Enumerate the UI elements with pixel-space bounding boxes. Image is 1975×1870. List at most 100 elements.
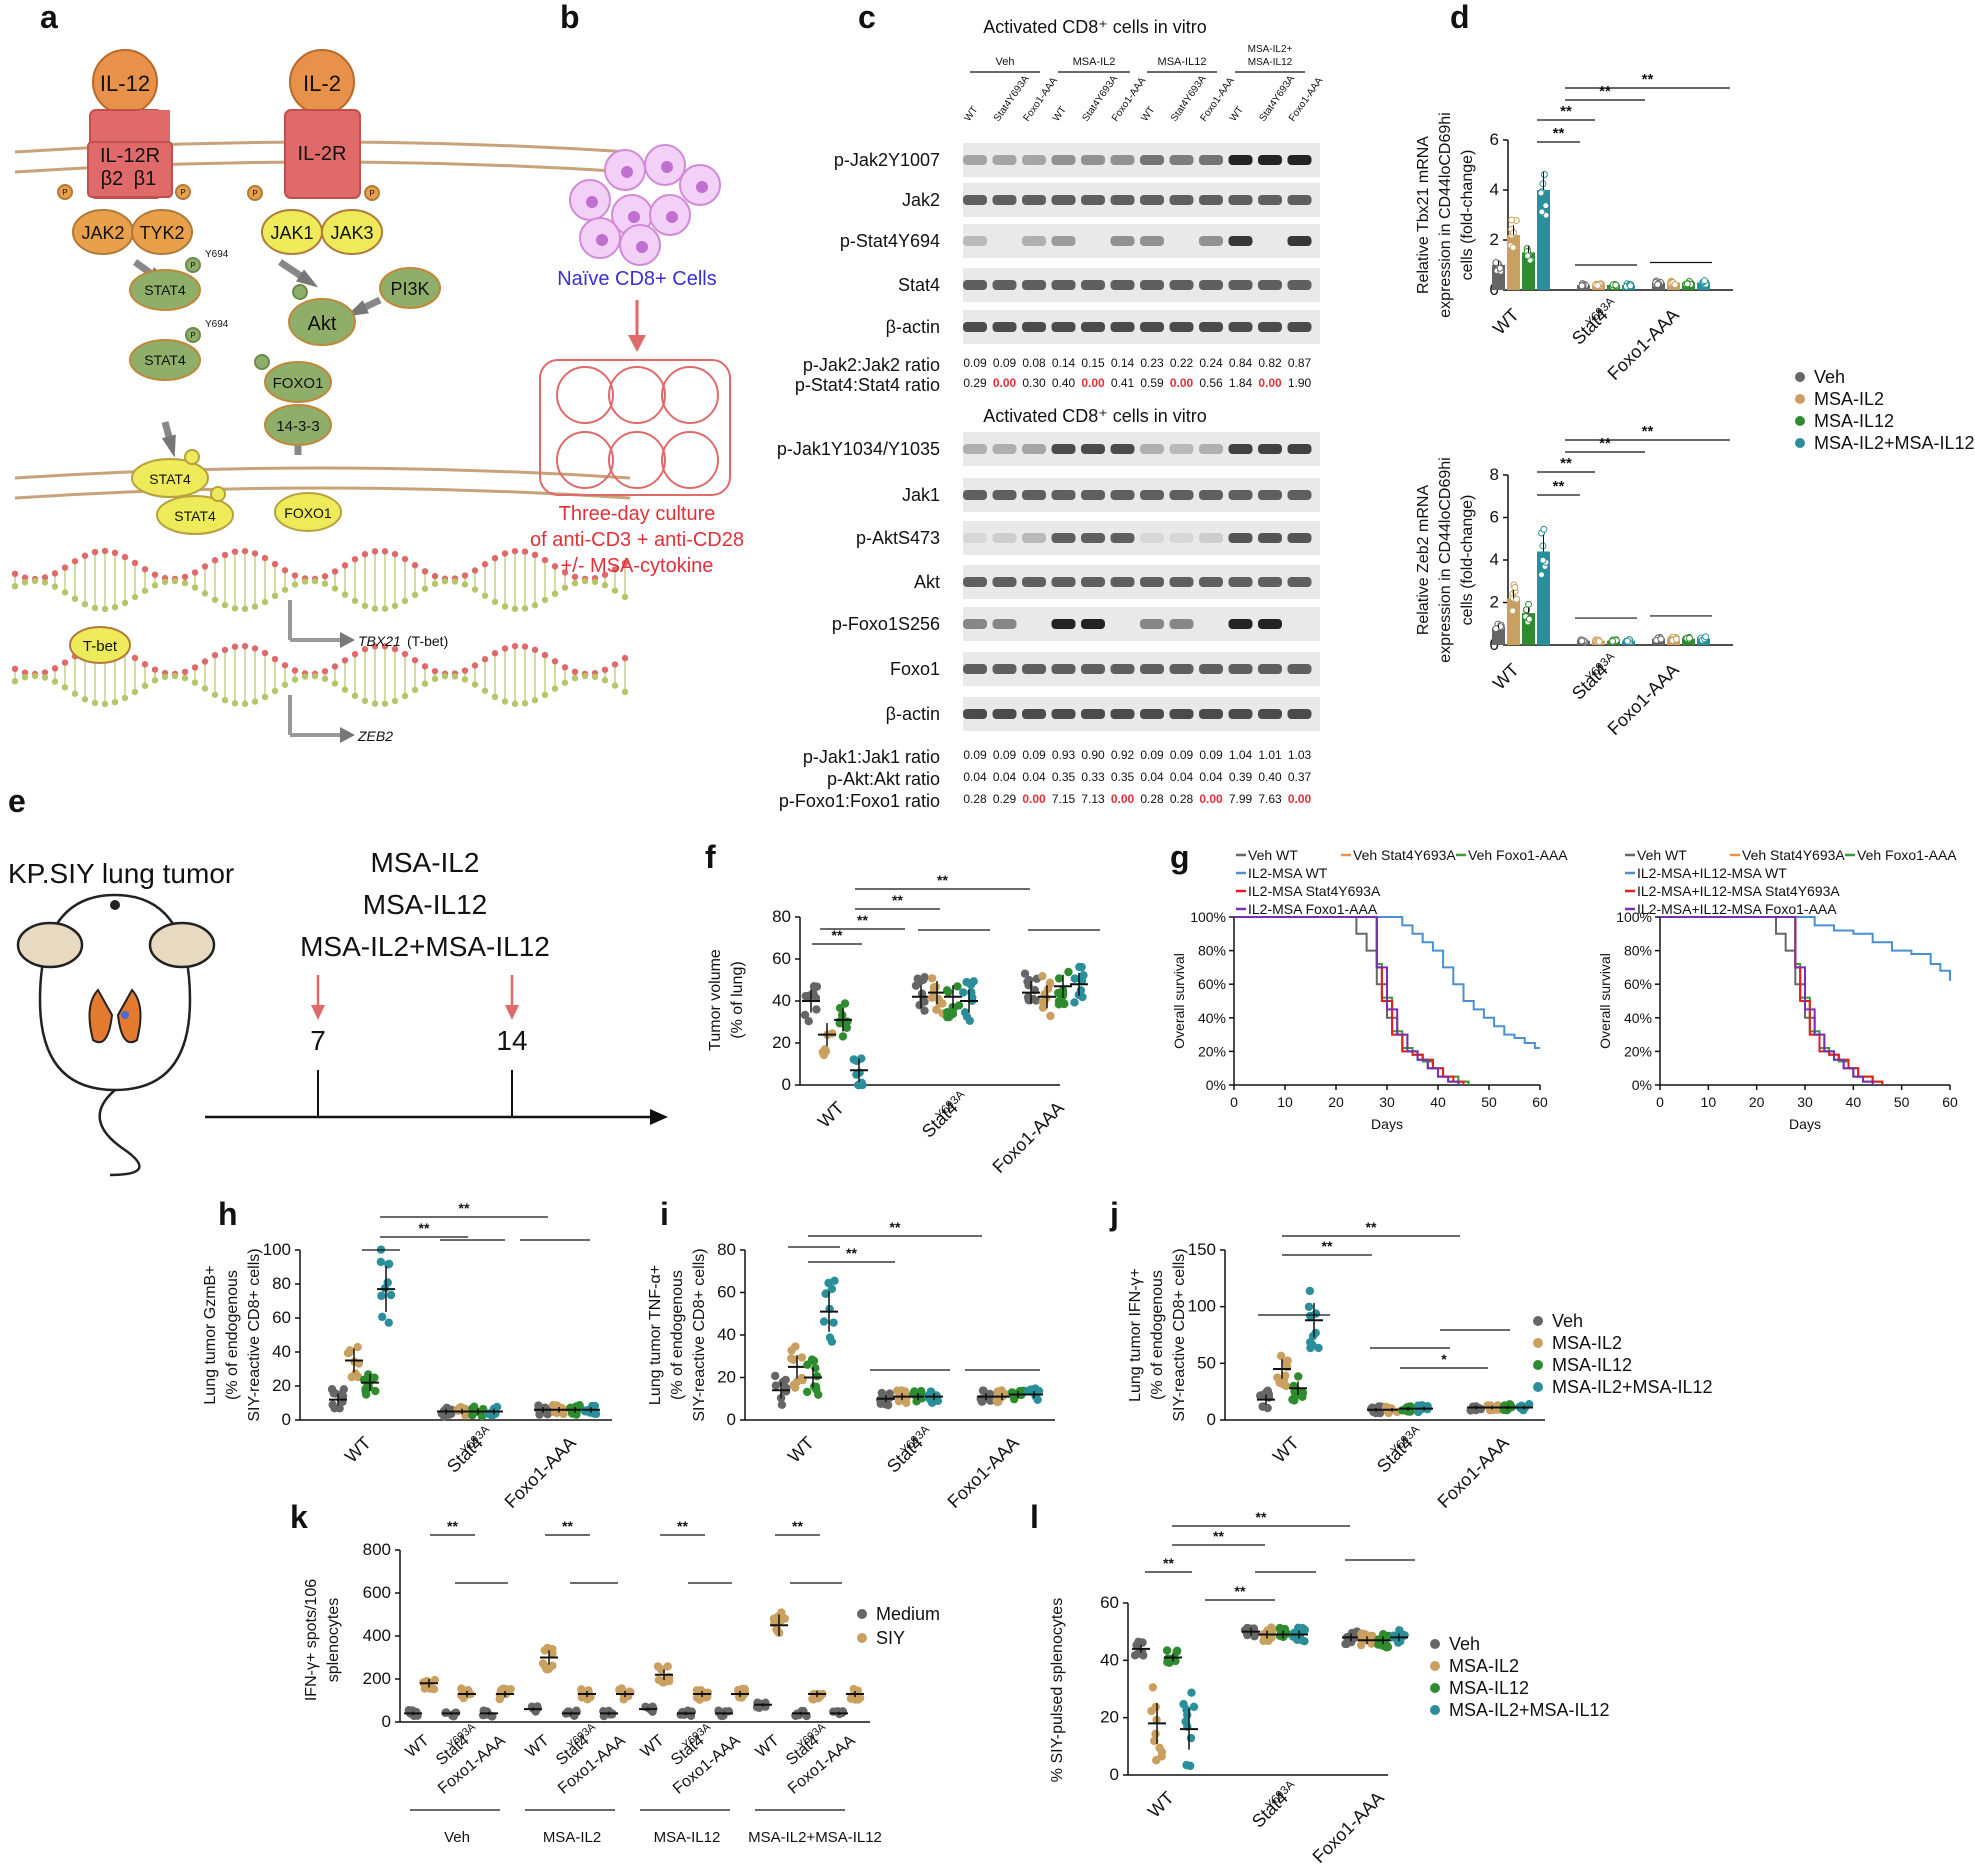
band [1081, 490, 1105, 500]
dna-bead [21, 669, 29, 676]
dna-bead [481, 687, 489, 694]
ratio-value: 0.30 [1022, 376, 1046, 390]
dna-bead [221, 601, 229, 609]
y-tick-label: 60 [1100, 1593, 1119, 1612]
dna-bead [241, 547, 249, 555]
band [1051, 280, 1076, 290]
ratio-value: 0.09 [993, 748, 1017, 762]
data-point [361, 1387, 370, 1396]
stat4-node [129, 269, 201, 311]
band [1258, 195, 1282, 205]
dna-bead [521, 548, 529, 555]
blot-title-1: Activated CD8⁺ cells in vitro [983, 17, 1207, 37]
data-point [1060, 999, 1069, 1009]
dna-bead [401, 650, 409, 658]
group-label: MSA-IL12 [1158, 56, 1207, 68]
series-group [1240, 1623, 1260, 1641]
dna-bead [391, 645, 399, 653]
data-point [1038, 971, 1047, 981]
group-label: MSA-IL2+ [1248, 44, 1293, 55]
dna-bead [81, 601, 89, 608]
ratio-value: 0.00 [1199, 792, 1223, 806]
dna-bead [41, 579, 49, 586]
band [1051, 490, 1076, 500]
y-tick-label: 100 [1188, 1297, 1216, 1316]
data-point [339, 1385, 349, 1394]
dna-bead [391, 697, 399, 705]
data-point [1311, 1328, 1320, 1338]
dna-bead [331, 680, 339, 687]
il2r-body [284, 109, 361, 199]
data-point [1626, 282, 1634, 290]
group-label: Veh [996, 56, 1015, 68]
dna-bead [281, 681, 289, 688]
x-category-label: Foxo1-AAA [1604, 660, 1683, 739]
y-tick-label: 40% [1198, 1010, 1226, 1026]
band [992, 280, 1017, 290]
dna-bead [141, 682, 149, 689]
series-group [1020, 969, 1042, 1005]
band [1081, 664, 1105, 674]
data-point [1542, 202, 1550, 210]
data-point [1290, 1387, 1299, 1396]
data-point [1186, 1733, 1196, 1743]
data-point [944, 987, 953, 997]
data-point [1540, 170, 1548, 178]
dna-bead [41, 674, 49, 681]
dna-bead [221, 551, 229, 559]
dna-bead [131, 593, 139, 601]
band [1051, 533, 1076, 543]
dna-bead [221, 696, 229, 704]
dna-bead [511, 642, 519, 650]
dna-bead [91, 699, 99, 707]
data-point [540, 1646, 549, 1655]
mouse-tail [98, 1089, 141, 1177]
data-point [1305, 1286, 1315, 1296]
dna-bead [291, 572, 299, 579]
data-point [506, 1684, 515, 1694]
band [1169, 619, 1194, 629]
data-point [329, 1388, 338, 1398]
dna-bead [611, 682, 619, 689]
data-point [902, 1398, 911, 1407]
y694-label: Y694 [205, 249, 229, 260]
panel-letter-b: b [560, 0, 580, 35]
dna-bead [41, 574, 49, 581]
blot-label: Jak2 [902, 190, 940, 210]
dna-bead [461, 667, 469, 674]
dna-bead [361, 645, 369, 653]
il2r-label: IL-2R [298, 143, 347, 165]
data-point [1539, 556, 1547, 564]
y-axis-label: (% of endogenous [224, 1270, 241, 1400]
ratio-value: 0.09 [1022, 748, 1046, 762]
dna-bead [191, 679, 199, 686]
band [1228, 709, 1253, 719]
band [963, 490, 987, 500]
phospho-label: P [190, 261, 195, 270]
p1433-node [264, 404, 332, 446]
dna-bead [51, 678, 59, 685]
data-point [1151, 1729, 1160, 1739]
blot-row [963, 432, 1320, 466]
data-point [802, 1387, 812, 1397]
dna-bead [111, 698, 119, 706]
series-group [581, 1401, 601, 1419]
band [1258, 322, 1282, 332]
dna-bead [441, 673, 449, 680]
data-point [821, 1047, 831, 1056]
band [1051, 195, 1076, 205]
jak3-node [321, 209, 383, 255]
y-axis-label: (% of endogenous [669, 1270, 686, 1400]
tbx21-suffix: (T-bet) [407, 633, 448, 649]
band [1051, 664, 1076, 674]
dna-bead [411, 591, 419, 599]
siy-group [538, 1643, 558, 1674]
phospho-tag [185, 327, 201, 343]
band [1258, 444, 1282, 454]
data-point [461, 1411, 470, 1420]
band [1081, 195, 1105, 205]
dna-bead [271, 687, 279, 695]
blot-row [963, 310, 1320, 344]
data-point [1038, 1003, 1048, 1012]
data-point [384, 1318, 393, 1327]
